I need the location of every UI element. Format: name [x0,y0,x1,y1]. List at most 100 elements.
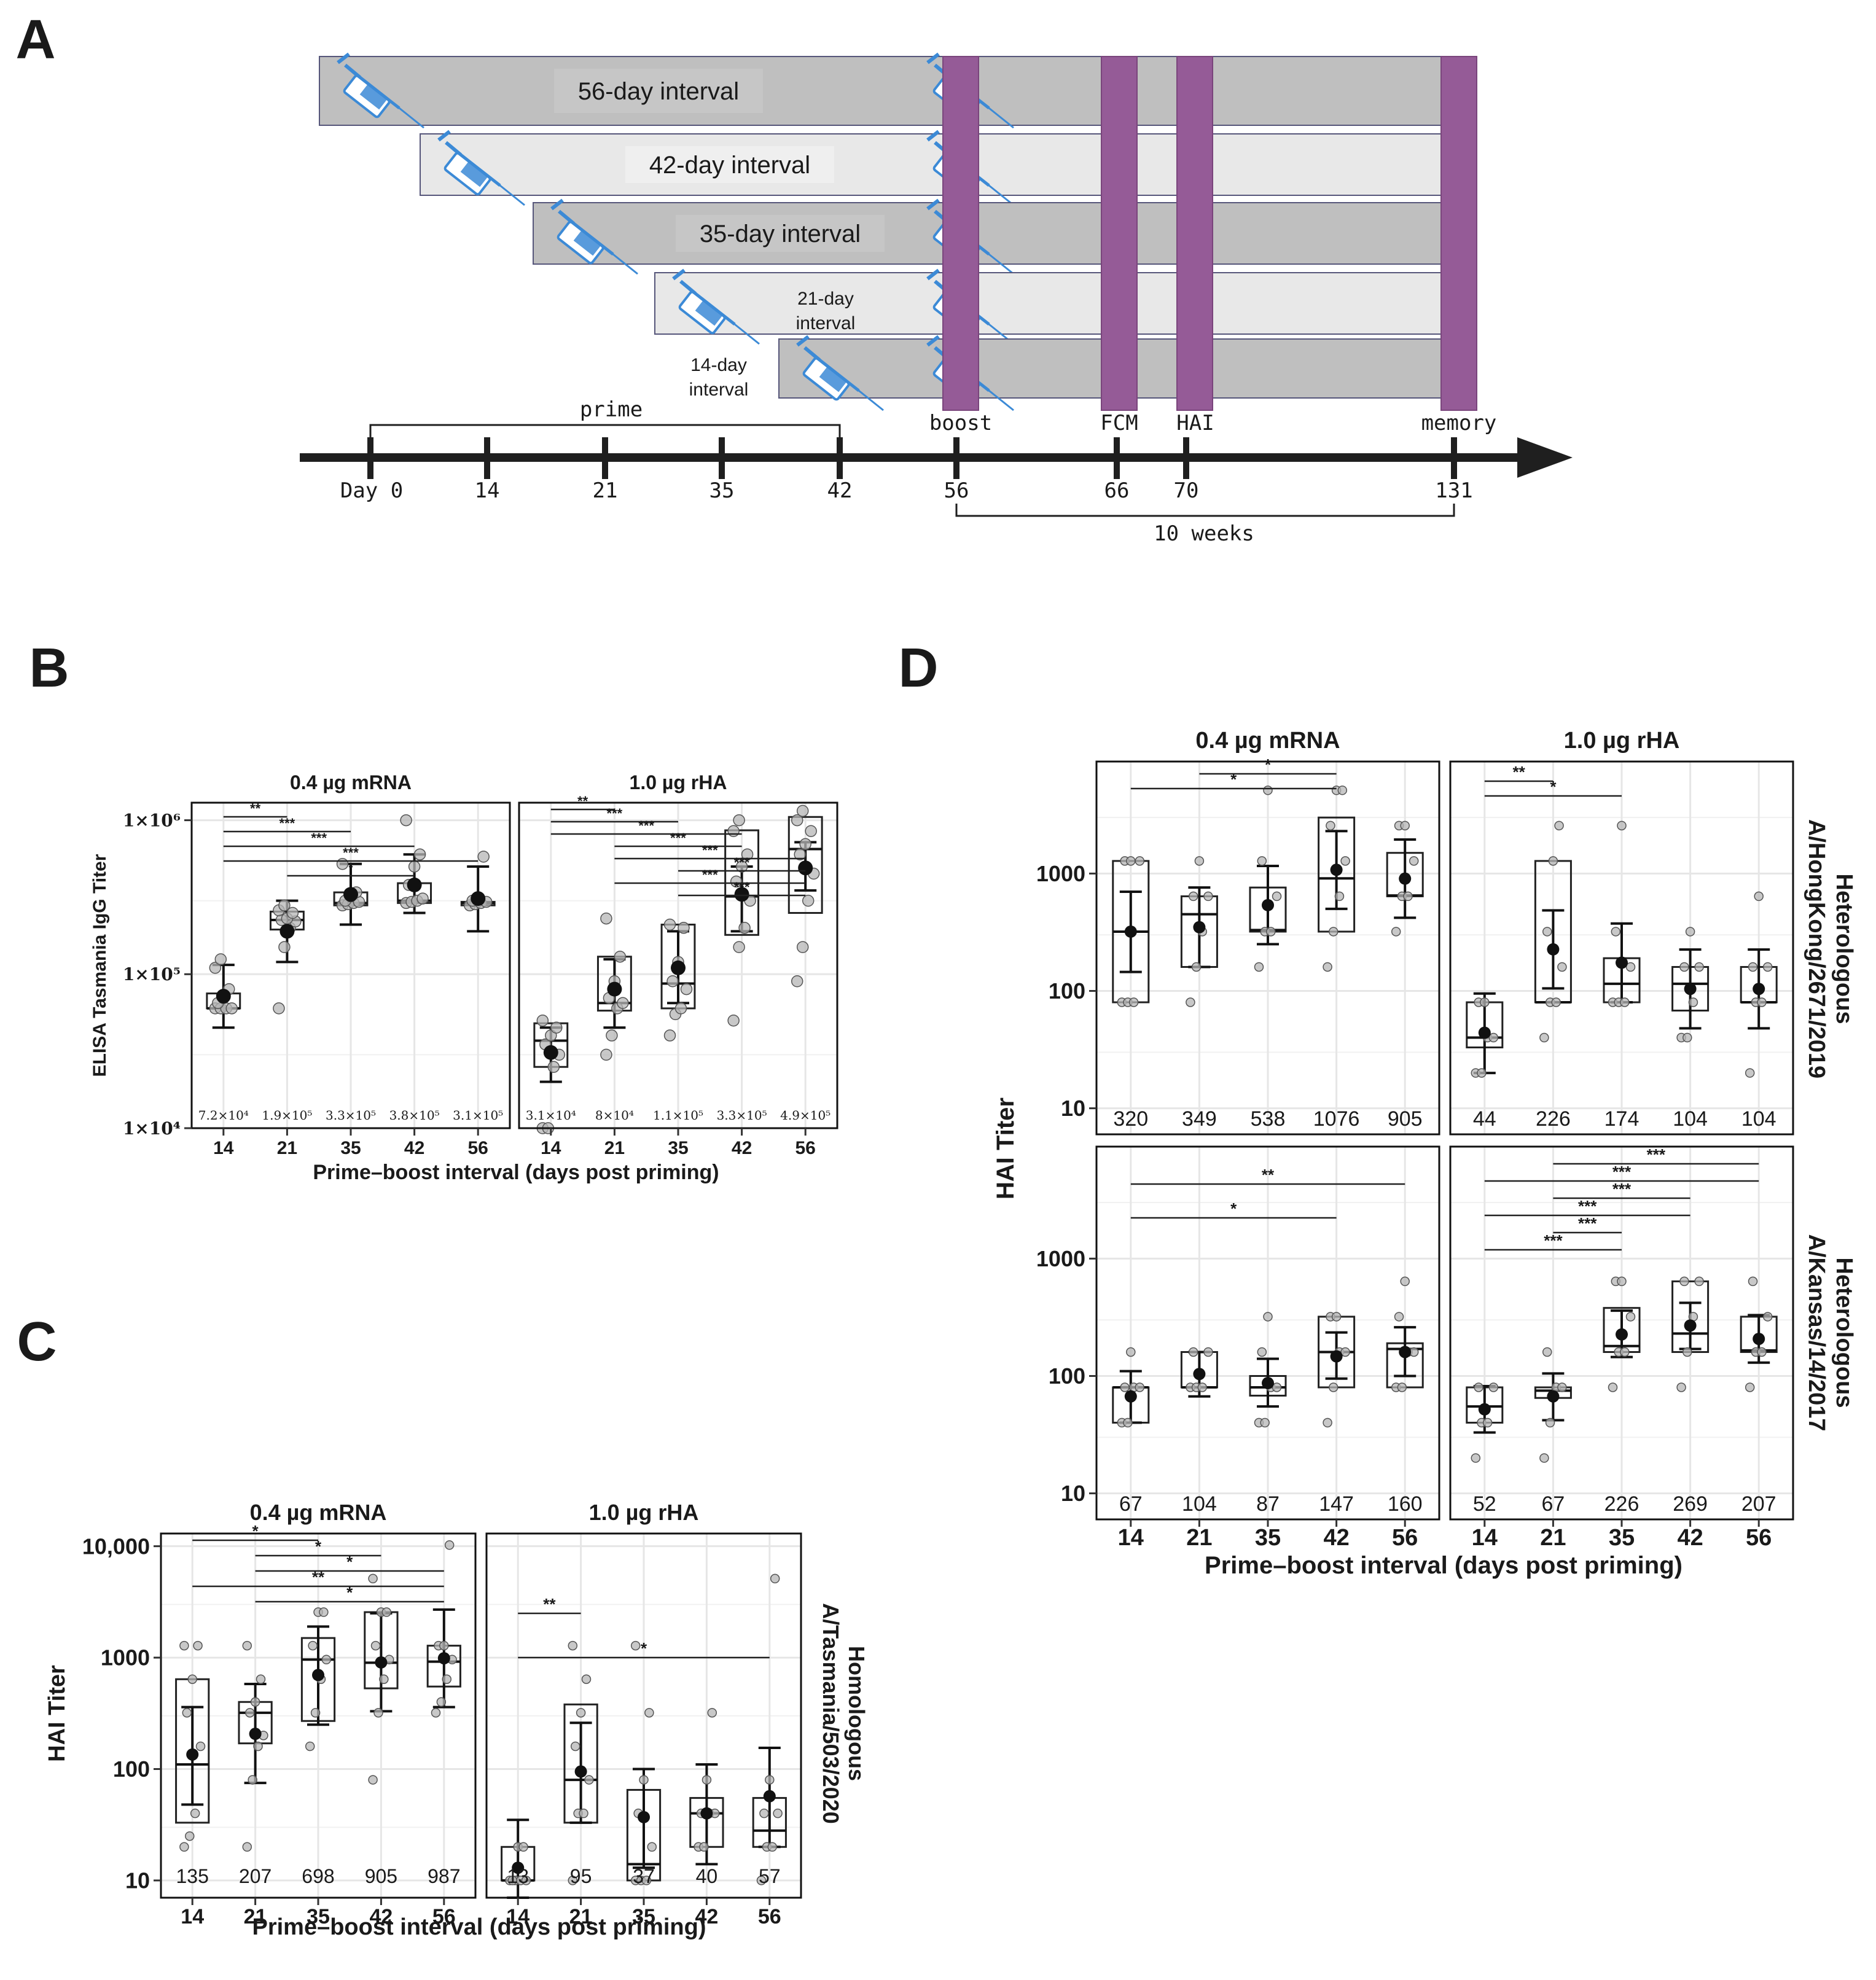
data-point [1757,1347,1767,1357]
interval-label-bg [625,146,834,183]
x-tick-label: 35 [1609,1525,1635,1551]
data-point [1683,1347,1692,1357]
mean-point [249,1728,262,1740]
data-point [373,1708,383,1718]
data-point [244,1708,255,1718]
data-point [738,922,751,934]
annotation-value: 1.1×10⁵ [653,1108,703,1123]
x-tick-label: 42 [369,1905,393,1928]
significance-label: ** [250,801,261,816]
data-point [431,1708,441,1718]
mean-point [512,1861,525,1874]
mean-point [1616,1328,1628,1341]
data-point [791,814,803,827]
data-point [1611,927,1621,937]
data-point [1263,1312,1273,1322]
mean-point [543,1045,558,1060]
data-point [1762,1312,1773,1322]
data-point [680,983,693,996]
data-point [1748,962,1758,972]
data-point [663,1029,676,1042]
data-point [1539,1453,1549,1463]
mean-point [1330,863,1343,876]
annotation-value: 987 [428,1865,460,1887]
x-tick-label: 42 [732,1138,752,1158]
data-point [379,1674,389,1684]
x-tick-label: 56 [468,1138,488,1158]
mean-point [1547,943,1560,956]
timeline-tick-label: Day 0 [340,478,403,503]
panel-letter-a: A [16,9,56,71]
data-point [250,1697,260,1707]
data-point [641,1876,652,1885]
x-tick-label: 35 [668,1138,688,1158]
data-point [436,1697,447,1707]
mean-point [375,1656,388,1669]
data-point [702,1775,712,1785]
annotation-value: 8×10⁴ [595,1108,634,1123]
data-point [179,1842,189,1852]
significance-label: *** [734,855,750,870]
annotation-value: 269 [1673,1492,1708,1516]
facet-title: 0.4 µg mRNA [290,771,412,793]
annotation-value: 320 [1113,1107,1148,1131]
data-point [1617,1276,1627,1287]
data-point [214,953,227,965]
timeline-tick-label: 56 [944,478,969,503]
data-point [1620,997,1630,1007]
data-point [1334,891,1345,902]
data-point [678,922,690,934]
y-tick-label: 100 [1049,1363,1085,1389]
y-tick-label: 10 [125,1868,150,1893]
prime-label: prime [580,397,643,422]
facet-title: 1.0 µg rHA [589,1500,699,1525]
data-point [1688,997,1698,1007]
data-point [1394,1312,1404,1322]
timeline-arrowhead [1517,437,1573,478]
data-point [584,1775,594,1785]
x-tick-label: 14 [541,1138,561,1158]
significance-label: ** [1262,1166,1275,1184]
significance-label: *** [343,845,359,860]
y-tick-label: 1×10⁶ [123,810,181,830]
facet-frame [1095,760,1440,1136]
mean-point [1124,1390,1137,1403]
data-point [209,962,222,974]
data-point [1474,1382,1483,1392]
x-tick-label: 14 [1472,1525,1498,1551]
x-tick-label: 21 [569,1905,593,1928]
data-point [1557,1382,1567,1392]
data-point [1323,1417,1332,1428]
mean-point [343,887,358,902]
panel-letter-b: B [29,637,69,699]
y-axis-title: HAI Titer [44,1665,70,1762]
data-point [1683,1032,1692,1043]
data-point [1340,856,1350,866]
significance-label: *** [1578,1214,1597,1233]
ten-weeks-label: 10 weeks [1154,521,1254,546]
data-point [791,975,803,988]
data-point [796,805,809,817]
significance-label: *** [734,879,750,895]
data-point [193,1640,203,1651]
prime-bracket [369,424,841,437]
mean-point [1193,1368,1206,1381]
data-point [727,825,740,838]
data-point [1123,1417,1133,1428]
data-point [1745,1382,1755,1392]
data-point [400,814,412,827]
significance-label: ** [312,1568,325,1586]
data-point [1203,891,1213,902]
x-tick-label: 42 [1677,1525,1703,1551]
annotation-value: 349 [1182,1107,1217,1131]
data-point [1757,997,1767,1007]
data-point [182,1708,192,1718]
annotation-value: 3.3×10⁵ [326,1108,376,1123]
annotation-value: 905 [365,1865,397,1887]
data-point [536,1015,549,1027]
x-axis-title: Prime–boost interval (days post priming) [313,1161,719,1184]
mean-point [607,981,622,997]
facet-title: 0.4 µg mRNA [250,1500,387,1525]
annotation-value: 104 [1741,1107,1776,1131]
